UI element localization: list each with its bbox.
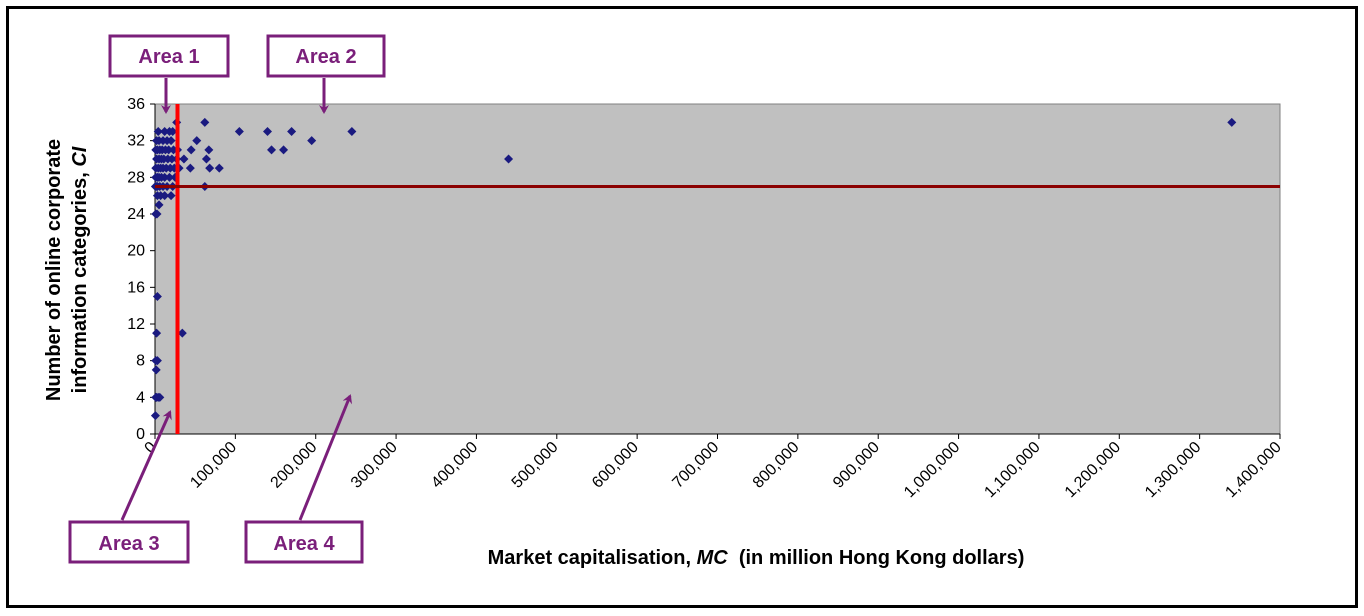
data-point [153, 127, 163, 136]
data-point [155, 392, 165, 402]
svg-text:Area 1: Area 1 [138, 46, 199, 68]
data-point [177, 328, 187, 338]
x-tick-label: 1,200,000 [1062, 439, 1124, 501]
data-point [160, 191, 170, 201]
svg-text:Area 4: Area 4 [273, 533, 335, 555]
data-point [179, 154, 189, 164]
x-tick-label: 1,000,000 [901, 439, 963, 501]
data-point [287, 127, 297, 136]
data-point [168, 127, 178, 136]
y-axis-title: Number of online corporate [43, 139, 65, 401]
data-point [160, 172, 170, 182]
data-point [152, 328, 162, 338]
area-4-arrow [298, 394, 353, 521]
plot-area [154, 103, 1281, 435]
x-tick-label: 800,000 [750, 439, 803, 492]
x-tick-label: 200,000 [268, 439, 321, 492]
x-tick-label: 100,000 [187, 439, 240, 492]
svg-text:Area 2: Area 2 [295, 46, 356, 68]
data-point [214, 163, 224, 173]
y-tick-label: 24 [127, 206, 145, 223]
data-point [166, 136, 176, 146]
y-tick-label: 32 [127, 133, 145, 150]
data-point [347, 127, 357, 136]
y-tick-label: 28 [127, 169, 145, 186]
data-point [166, 191, 176, 201]
data-point [185, 163, 195, 173]
area-2-label: Area 2 [266, 34, 386, 78]
x-tick-label: 700,000 [669, 439, 722, 492]
data-point [504, 154, 514, 164]
data-point [201, 154, 211, 164]
data-point [160, 127, 170, 136]
data-point [164, 145, 174, 155]
y-axis-title-line2: information categories, CI [69, 146, 91, 393]
data-point [186, 145, 196, 155]
data-point [154, 200, 164, 210]
y-tick-label: 0 [136, 426, 145, 443]
y-tick-label: 4 [136, 389, 145, 406]
data-point [192, 136, 202, 146]
data-point [167, 154, 177, 164]
x-axis-title: Market capitalisation, MC (in million Ho… [488, 547, 1025, 569]
area-4-label: Area 4 [244, 520, 364, 564]
area-1-label: Area 1 [108, 34, 230, 78]
data-point [152, 292, 162, 301]
data-point [152, 209, 162, 219]
x-tick-label: 600,000 [589, 439, 642, 492]
y-tick-label: 8 [136, 353, 145, 370]
data-point [164, 172, 174, 182]
y-tick-label: 16 [127, 279, 145, 296]
area-3-label: Area 3 [68, 520, 190, 564]
data-point [307, 136, 317, 146]
x-tick-label: 900,000 [830, 439, 883, 492]
x-tick-label: 1,300,000 [1142, 439, 1204, 501]
data-point [205, 163, 215, 173]
data-point [1227, 117, 1237, 127]
data-point [279, 145, 289, 155]
data-point [151, 365, 161, 375]
data-point [267, 145, 277, 155]
data-point [200, 117, 210, 127]
area-3-arrow [120, 410, 172, 521]
y-tick-label: 12 [127, 316, 145, 333]
data-point [204, 145, 214, 155]
data-point [150, 411, 160, 421]
data-point [234, 127, 244, 136]
x-tick-label: 500,000 [509, 439, 562, 492]
data-point [263, 127, 272, 136]
x-tick-label: 300,000 [348, 439, 401, 492]
x-tick-label: 1,100,000 [981, 439, 1043, 501]
x-tick-label: 400,000 [428, 439, 481, 492]
y-tick-label: 20 [127, 243, 145, 260]
svg-text:Area 3: Area 3 [98, 533, 159, 555]
x-tick-label: 1,400,000 [1222, 439, 1284, 501]
y-tick-label: 36 [127, 96, 145, 113]
data-point [151, 356, 161, 366]
